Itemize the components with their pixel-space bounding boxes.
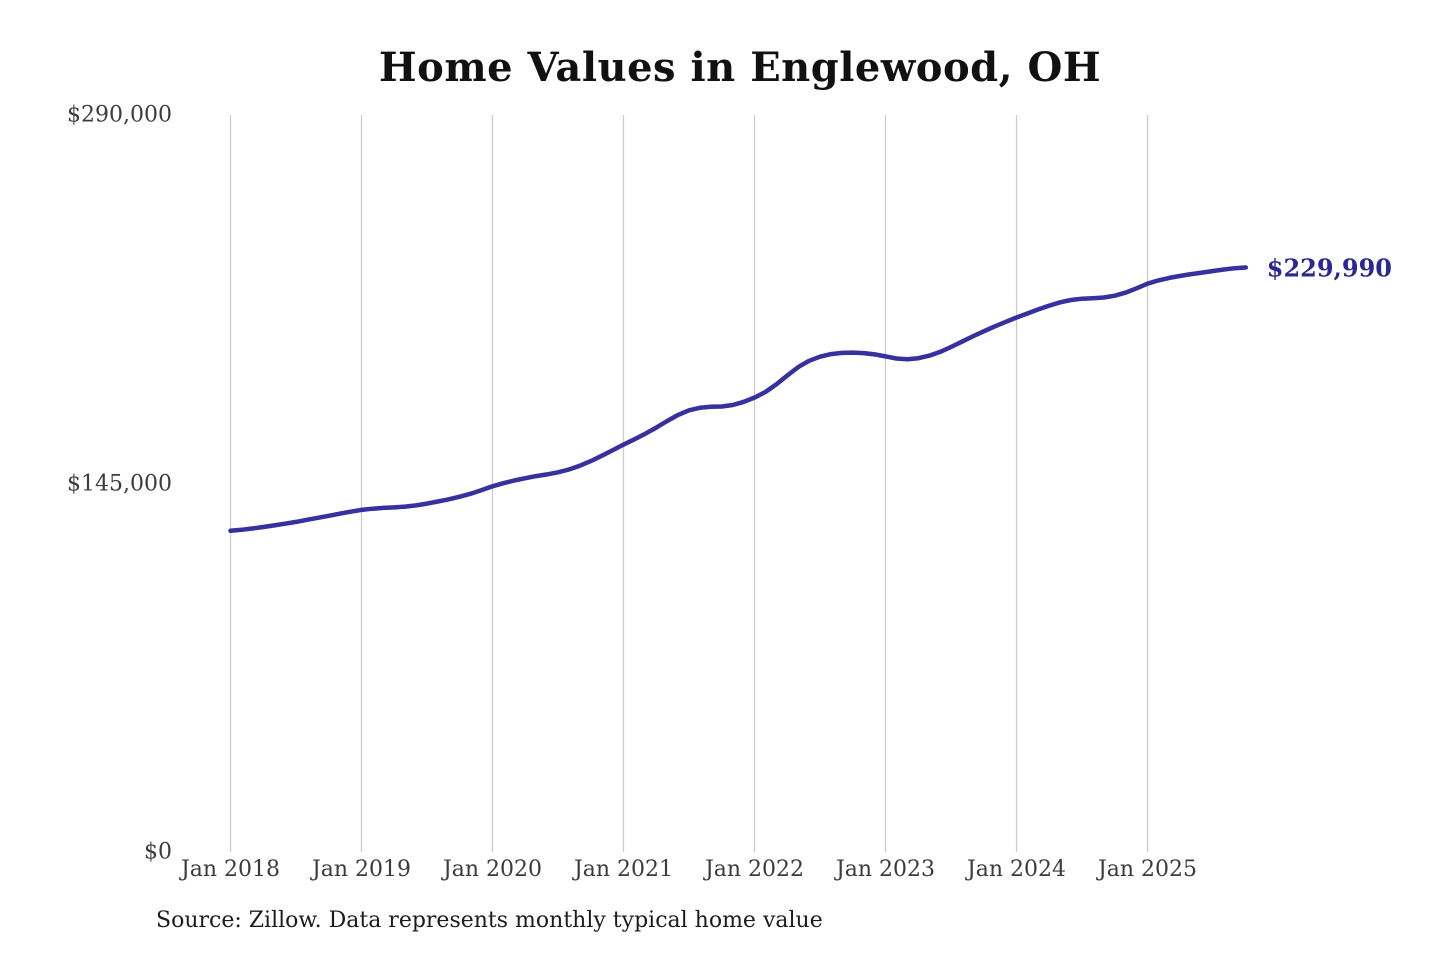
x-tick-label: Jan 2020	[442, 857, 543, 882]
home-value-line	[228, 265, 1249, 534]
x-tick-label: Jan 2018	[180, 857, 281, 882]
latest-value-label: $229,990	[1266, 253, 1392, 282]
gridlines	[229, 115, 1149, 852]
x-tick-label: Jan 2024	[966, 857, 1067, 882]
y-tick-label: $290,000	[67, 102, 172, 128]
x-tick-label: Jan 2023	[835, 857, 936, 882]
y-tick-label: $145,000	[67, 471, 172, 496]
x-tick-label: Jan 2021	[573, 857, 674, 882]
x-tick-label: Jan 2022	[704, 857, 805, 882]
x-tick-label: Jan 2019	[311, 857, 412, 882]
source-note: Source: Zillow. Data represents monthly …	[156, 908, 823, 933]
chart-title: Home Values in Englewood, OH	[378, 44, 1102, 91]
x-tick-label: Jan 2025	[1097, 857, 1198, 882]
y-tick-label: $0	[144, 839, 172, 865]
